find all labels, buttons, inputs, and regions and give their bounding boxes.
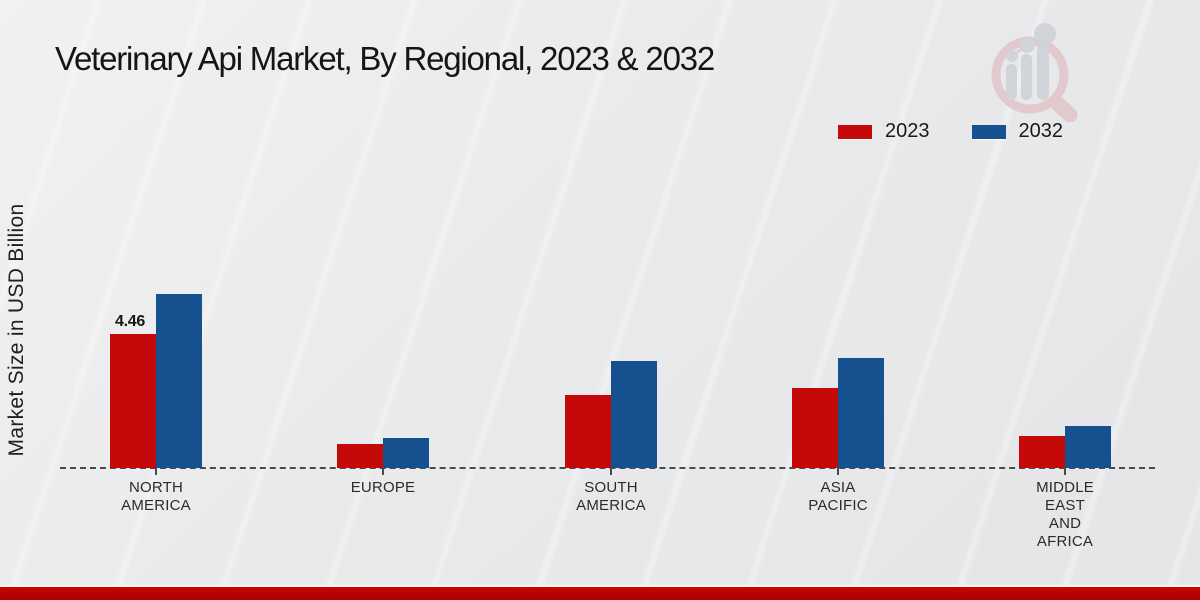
- bar-2032-south-america: [611, 361, 657, 468]
- x-label-north-america: NORTH AMERICA: [121, 479, 191, 514]
- bar-2023-middle-east-and-africa: [1019, 436, 1065, 468]
- x-label-south-america: SOUTH AMERICA: [576, 479, 646, 514]
- x-tick-europe: [382, 468, 384, 475]
- x-axis-baseline: [60, 467, 1155, 469]
- legend-swatch-2032-icon: [971, 124, 1006, 139]
- bar-value-label: 4.46: [115, 313, 145, 330]
- x-tick-asia-pacific: [837, 468, 839, 475]
- bar-2023-north-america: [110, 334, 156, 468]
- legend-item-2023: 2023: [838, 120, 930, 143]
- bar-2032-north-america: [156, 294, 202, 468]
- legend: 2023 2032: [838, 120, 1063, 143]
- bar-2032-middle-east-and-africa: [1065, 426, 1111, 468]
- bar-2023-asia-pacific: [792, 388, 838, 468]
- chart-title: Veterinary Api Market, By Regional, 2023…: [55, 40, 715, 77]
- legend-label-2023: 2023: [885, 120, 930, 142]
- x-label-asia-pacific: ASIA PACIFIC: [808, 479, 868, 514]
- bar-2032-asia-pacific: [838, 358, 884, 468]
- x-label-middle-east-and-africa: MIDDLE EAST AND AFRICA: [1036, 479, 1094, 550]
- bar-2023-south-america: [565, 395, 611, 468]
- bar-2032-europe: [383, 438, 429, 468]
- x-tick-south-america: [610, 468, 612, 475]
- x-tick-north-america: [155, 468, 157, 475]
- legend-swatch-2023-icon: [838, 124, 872, 139]
- magnifier-bar-chart-logo-icon: [991, 23, 1078, 122]
- legend-item-2032: 2032: [971, 120, 1064, 143]
- x-label-europe: EUROPE: [350, 479, 416, 496]
- legend-label-2032: 2032: [1018, 120, 1064, 142]
- bottom-accent-bar: [0, 585, 1200, 600]
- x-tick-middle-east-and-africa: [1064, 468, 1066, 475]
- bar-2023-europe: [337, 444, 383, 468]
